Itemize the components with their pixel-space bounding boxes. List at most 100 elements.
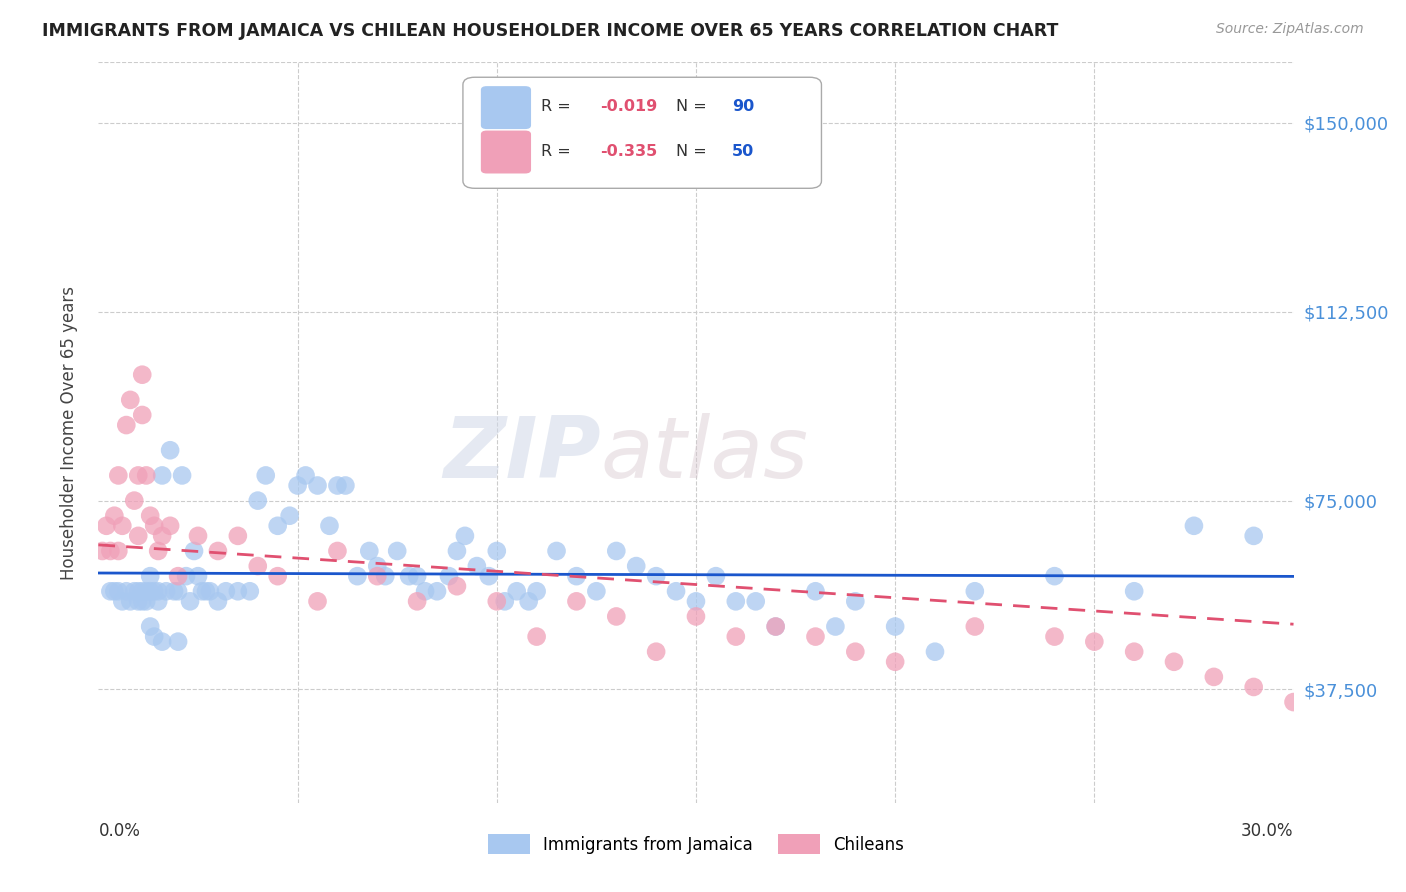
- Point: [139, 619, 162, 633]
- Point: [131, 594, 153, 608]
- Point: [139, 569, 162, 583]
- Point: [159, 518, 181, 533]
- Point: [446, 544, 468, 558]
- Point: [626, 559, 648, 574]
- Point: [131, 368, 153, 382]
- Point: [127, 529, 149, 543]
- Text: Source: ZipAtlas.com: Source: ZipAtlas.com: [1216, 22, 1364, 37]
- Point: [565, 594, 588, 608]
- Point: [115, 418, 138, 433]
- Point: [346, 569, 368, 583]
- Point: [645, 645, 668, 659]
- Point: [120, 594, 142, 608]
- Point: [366, 559, 388, 574]
- Text: 30.0%: 30.0%: [1241, 822, 1294, 840]
- Point: [254, 468, 277, 483]
- Point: [398, 569, 420, 583]
- Legend: Immigrants from Jamaica, Chileans: Immigrants from Jamaica, Chileans: [481, 828, 911, 861]
- Point: [335, 478, 357, 492]
- Text: N =: N =: [676, 99, 711, 114]
- Point: [139, 584, 162, 599]
- Point: [506, 584, 529, 599]
- Point: [1163, 655, 1185, 669]
- Point: [107, 468, 129, 483]
- FancyBboxPatch shape: [463, 78, 821, 188]
- Point: [167, 569, 190, 583]
- Point: [172, 468, 194, 483]
- Point: [135, 468, 157, 483]
- Point: [724, 594, 747, 608]
- Point: [1243, 680, 1265, 694]
- Point: [884, 655, 907, 669]
- Point: [446, 579, 468, 593]
- Point: [385, 544, 409, 558]
- Point: [167, 634, 190, 648]
- Point: [294, 468, 316, 483]
- Point: [1282, 695, 1305, 709]
- Point: [131, 584, 153, 599]
- Point: [163, 584, 186, 599]
- Point: [124, 493, 146, 508]
- Point: [143, 584, 166, 599]
- Point: [413, 584, 436, 599]
- Point: [804, 630, 827, 644]
- Text: R =: R =: [541, 99, 575, 114]
- Point: [148, 584, 170, 599]
- Point: [150, 634, 173, 648]
- Point: [884, 619, 907, 633]
- Point: [366, 569, 388, 583]
- Point: [374, 569, 396, 583]
- Point: [307, 594, 329, 608]
- Point: [426, 584, 449, 599]
- Point: [1182, 518, 1205, 533]
- Point: [103, 508, 125, 523]
- Point: [91, 544, 114, 558]
- Point: [465, 559, 488, 574]
- Point: [198, 584, 221, 599]
- Text: 50: 50: [733, 144, 754, 159]
- Point: [226, 529, 249, 543]
- Point: [326, 544, 349, 558]
- Point: [96, 518, 118, 533]
- Point: [127, 594, 149, 608]
- Y-axis label: Householder Income Over 65 years: Householder Income Over 65 years: [59, 285, 77, 580]
- Point: [183, 544, 205, 558]
- Point: [120, 392, 142, 407]
- Point: [804, 584, 827, 599]
- Point: [645, 569, 668, 583]
- Point: [307, 478, 329, 492]
- Point: [485, 544, 508, 558]
- Point: [565, 569, 588, 583]
- Point: [187, 529, 209, 543]
- Text: 0.0%: 0.0%: [98, 822, 141, 840]
- Text: IMMIGRANTS FROM JAMAICA VS CHILEAN HOUSEHOLDER INCOME OVER 65 YEARS CORRELATION : IMMIGRANTS FROM JAMAICA VS CHILEAN HOUSE…: [42, 22, 1059, 40]
- Point: [159, 443, 181, 458]
- Point: [585, 584, 607, 599]
- Point: [824, 619, 846, 633]
- Point: [1043, 630, 1066, 644]
- Point: [1043, 569, 1066, 583]
- Point: [517, 594, 540, 608]
- Point: [150, 529, 173, 543]
- Point: [844, 645, 866, 659]
- Point: [98, 584, 122, 599]
- Point: [246, 493, 269, 508]
- Point: [287, 478, 309, 492]
- Point: [526, 630, 548, 644]
- Point: [135, 594, 157, 608]
- Point: [605, 609, 627, 624]
- Text: atlas: atlas: [600, 413, 808, 496]
- Point: [143, 630, 166, 644]
- Point: [1202, 670, 1225, 684]
- Text: N =: N =: [676, 144, 711, 159]
- Point: [127, 584, 149, 599]
- Point: [139, 508, 162, 523]
- Point: [124, 584, 146, 599]
- Point: [963, 619, 986, 633]
- Point: [167, 584, 190, 599]
- Point: [111, 518, 134, 533]
- Point: [148, 594, 170, 608]
- FancyBboxPatch shape: [481, 87, 531, 129]
- Point: [135, 584, 157, 599]
- Text: -0.335: -0.335: [600, 144, 658, 159]
